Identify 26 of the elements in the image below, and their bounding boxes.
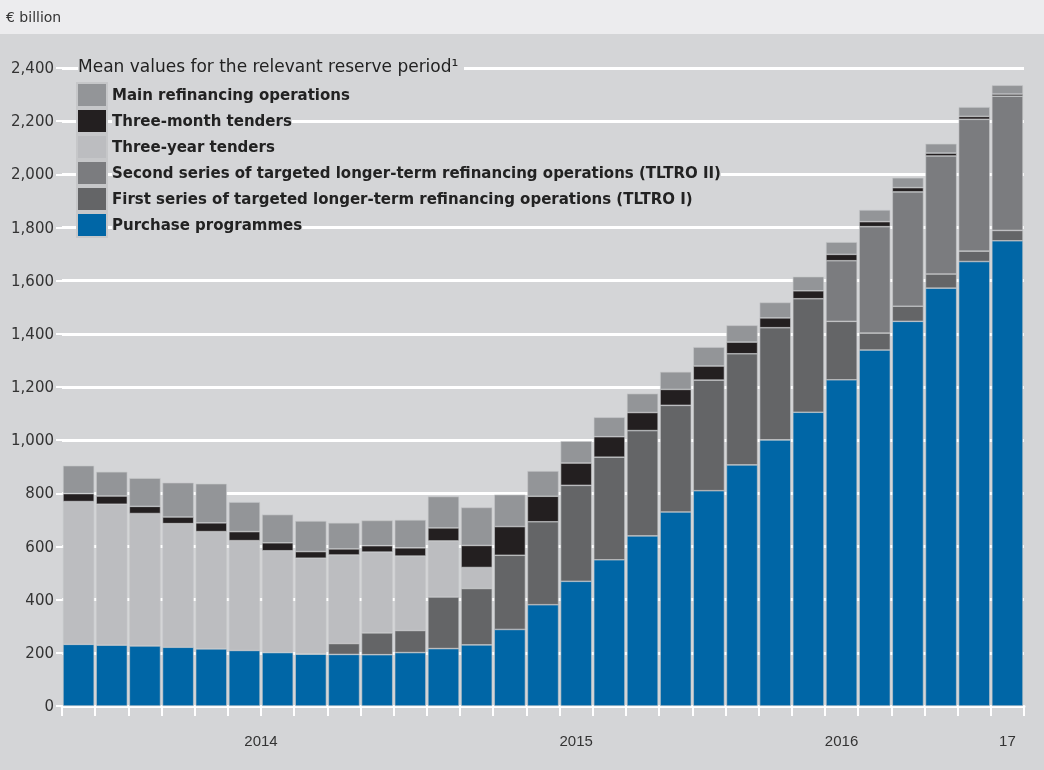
legend-title: Mean values for the relevant reserve period¹ [78, 56, 465, 76]
text: 17 [999, 731, 1016, 749]
legend-label: Purchase programmes [112, 216, 303, 234]
y-tick-label: 2,400 [11, 59, 54, 77]
y-tick-label: 1,200 [11, 378, 54, 396]
y-tick-label: 2,200 [11, 112, 54, 131]
text: 2014 [244, 731, 278, 749]
legend-label: Main refinancing operations [112, 86, 350, 104]
text: 2015 [559, 731, 593, 749]
y-tick-label: 0 [44, 697, 54, 715]
y-tick-label: 600 [25, 537, 54, 556]
legend-label: Three-year tenders [112, 138, 275, 156]
bar [991, 85, 1023, 95]
y-tick-label: 1,800 [11, 218, 54, 237]
y-tick-label: 800 [25, 484, 54, 503]
y-tick-label: 200 [25, 643, 54, 662]
y-tick-label: 1,000 [11, 431, 54, 450]
y-tick-label: 400 [25, 590, 54, 609]
y-axis-title: € billion [0, 0, 1044, 34]
text: 2016 [824, 731, 859, 749]
legend-label: First series of targeted longer-term refinancing operations (TLTRO I) [112, 190, 693, 208]
y-tick-label: 2,000 [11, 165, 54, 184]
legend-label: Second series of targeted longer-term refinancing operations (TLTRO II) [112, 164, 721, 182]
y-tick-label: 1,400 [11, 324, 54, 343]
y-tick-label: 1,600 [11, 271, 54, 290]
legend-label: Three-month tenders [112, 112, 292, 130]
